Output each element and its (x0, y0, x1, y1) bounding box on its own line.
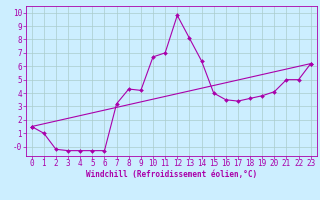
X-axis label: Windchill (Refroidissement éolien,°C): Windchill (Refroidissement éolien,°C) (86, 170, 257, 179)
